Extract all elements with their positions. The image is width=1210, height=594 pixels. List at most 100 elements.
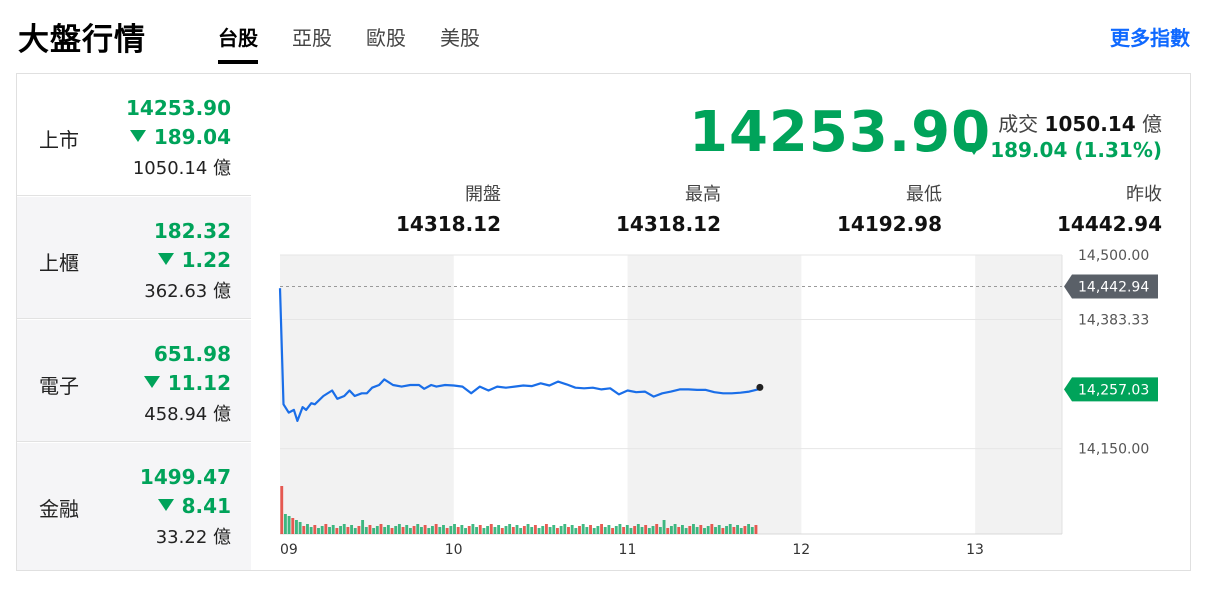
volume-bar: [405, 525, 409, 534]
sidebar-item-change: 8.41: [157, 494, 231, 518]
sidebar-item-change: 1.22: [157, 248, 231, 272]
volume-bar: [728, 524, 732, 534]
last-price-tag: [1064, 377, 1158, 402]
volume-bar: [556, 528, 559, 534]
sidebar-item-finance[interactable]: 金融 1499.47 8.41 33.22 億: [17, 443, 251, 570]
volume-bar: [283, 514, 287, 534]
sidebar-item-price: 651.98: [153, 342, 231, 366]
volume-bar: [497, 525, 501, 534]
y-tick-label: 14,150.00: [1078, 442, 1149, 458]
volume-bar: [482, 528, 486, 534]
sidebar-item-volume: 458.94 億: [144, 404, 231, 425]
x-tick-label: 09: [280, 542, 298, 558]
index-sidebar: 上市 14253.90 189.04 1050.14 億 上櫃 182.32 1…: [17, 74, 251, 570]
x-tick-label: 13: [966, 542, 984, 558]
prev-close-tag-label: 14,442.94: [1078, 280, 1149, 296]
volume-bar: [647, 528, 651, 534]
volume-bar: [739, 528, 743, 534]
volume-bar: [736, 525, 740, 534]
volume-bar: [280, 486, 284, 534]
volume-bar: [419, 527, 423, 534]
prev-close-tag: [1064, 274, 1158, 299]
volume-bar: [644, 525, 648, 534]
hour-band: [975, 255, 1062, 534]
volume-bar: [361, 520, 365, 534]
volume-bar: [625, 525, 629, 534]
stat-high: 最高 14318.12: [521, 180, 721, 236]
sidebar-item-change-value: 189.04: [153, 125, 231, 149]
down-triangle-icon: [129, 130, 146, 142]
volume-bar: [633, 526, 637, 534]
sidebar-item-name: 金融: [39, 497, 79, 521]
volume-bar: [368, 525, 372, 534]
volume-bar: [401, 527, 405, 534]
down-triangle-icon: [966, 143, 983, 155]
volume-bar: [423, 525, 427, 534]
x-tick-label: 12: [792, 542, 810, 558]
index-price: 14253.90: [689, 100, 992, 165]
intraday-chart[interactable]: 14,500.00 14,383.33 14,150.00 14,442.94 09 10…: [17, 74, 1190, 570]
volume-bar: [714, 527, 717, 534]
volume-bar: [519, 528, 523, 534]
volume-bar: [357, 526, 361, 534]
stat-value: 14318.12: [395, 212, 501, 236]
volume-bar: [287, 516, 291, 534]
volume-bar: [442, 525, 445, 534]
tab-asia[interactable]: 亞股: [292, 26, 332, 50]
volume-bar: [655, 524, 659, 534]
volume-bar: [548, 527, 552, 534]
sidebar-item-name: 上市: [39, 128, 79, 152]
x-tick-label: 10: [445, 542, 463, 558]
tab-us[interactable]: 美股: [440, 26, 480, 50]
trade-volume-value: 1050.14: [1044, 112, 1136, 136]
more-indices-link[interactable]: 更多指數: [1110, 26, 1190, 50]
volume-bar: [563, 524, 567, 534]
volume-bar: [750, 527, 754, 534]
down-triangle-icon: [143, 376, 160, 388]
hour-band: [627, 255, 802, 534]
sidebar-item-electronics[interactable]: 電子 651.98 11.12 458.94 億: [17, 320, 251, 442]
volume-bar: [695, 527, 699, 534]
header: 大盤行情 台股 亞股 歐股 美股 更多指數: [0, 0, 1210, 66]
sidebar-item-listed[interactable]: 上市 14253.90 189.04 1050.14 億: [17, 74, 251, 196]
market-tabs: 台股 亞股 歐股 美股: [218, 0, 514, 64]
volume-bar: [453, 524, 456, 534]
volume-bar: [449, 526, 453, 534]
volume-bar: [651, 526, 655, 534]
stat-value: 14192.98: [836, 212, 942, 236]
down-triangle-icon: [157, 253, 174, 265]
volume-bar: [578, 526, 581, 534]
sidebar-item-price: 14253.90: [125, 96, 231, 120]
volume-bar: [302, 526, 306, 534]
tab-europe[interactable]: 歐股: [366, 26, 406, 50]
price-line: [278, 288, 759, 422]
volume-bar: [581, 524, 585, 534]
volume-bar: [486, 526, 490, 534]
volume-bar: [570, 525, 574, 534]
volume-bar: [508, 524, 512, 534]
sidebar-item-otc[interactable]: 上櫃 182.32 1.22 362.63 億: [17, 197, 251, 319]
volume-bar: [636, 524, 640, 534]
sidebar-item-change: 189.04: [129, 125, 231, 149]
sidebar-item-change: 11.12: [143, 371, 231, 395]
volume-bar: [530, 527, 534, 534]
stat-low: 最低 14192.98: [742, 180, 942, 236]
volume-bar: [684, 528, 688, 534]
volume-bar: [743, 526, 747, 534]
trade-volume-unit: 億: [1142, 112, 1162, 136]
stat-prev-close: 昨收 14442.94: [962, 180, 1162, 236]
stat-label: 昨收: [1126, 184, 1162, 205]
volume-bar: [522, 526, 526, 534]
volume-bar: [456, 527, 460, 534]
volume-bar: [379, 524, 383, 534]
volume-bar: [291, 518, 295, 534]
volume-bar: [592, 528, 596, 534]
volume-bar: [559, 526, 563, 534]
volume-bar: [504, 526, 508, 534]
tab-taiwan[interactable]: 台股: [218, 0, 258, 64]
volume-bar: [475, 527, 479, 534]
volume-bar: [467, 526, 471, 534]
volume-bar: [533, 525, 537, 534]
down-triangle-icon: [157, 499, 174, 511]
volume-bar: [692, 524, 695, 534]
